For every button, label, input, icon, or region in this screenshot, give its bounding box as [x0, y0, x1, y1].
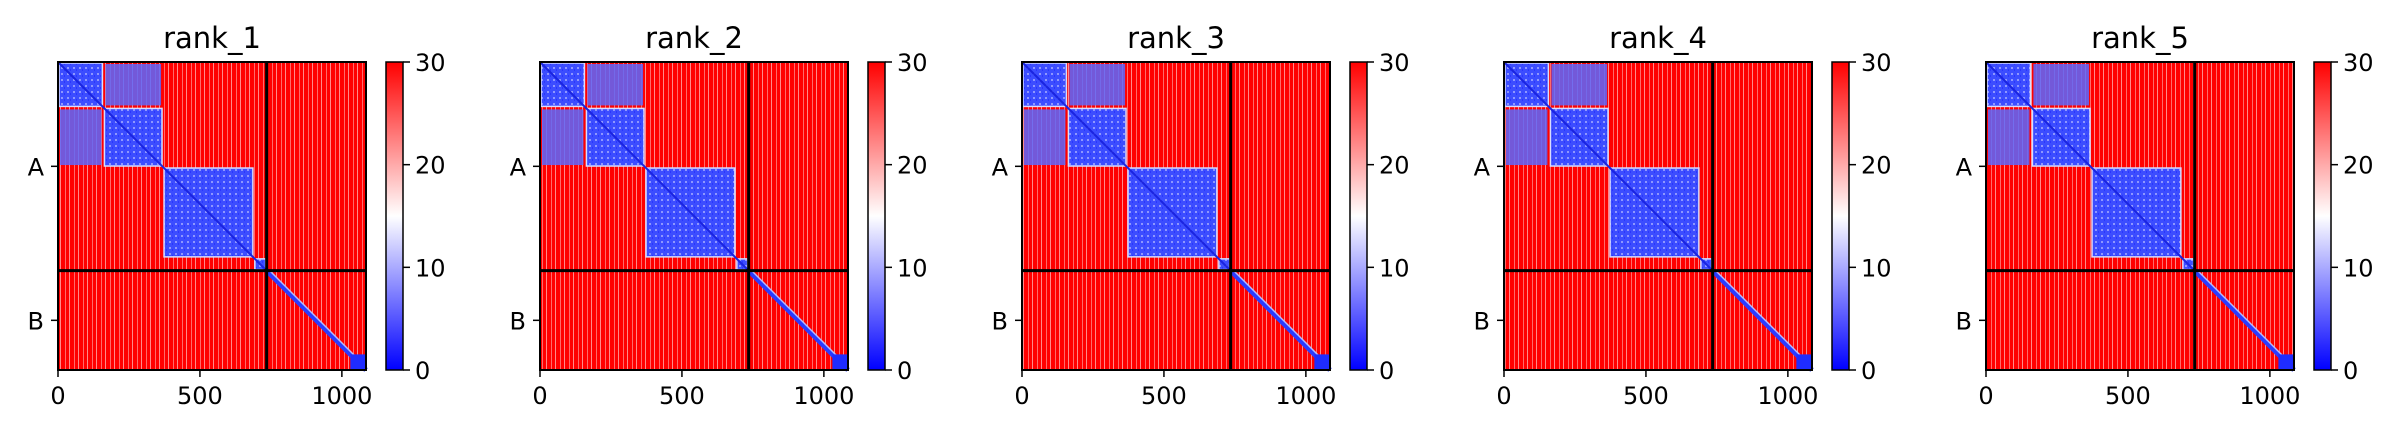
colorbar-tick-label: 10 — [897, 254, 928, 282]
x-tick-label: 0 — [1978, 382, 1993, 410]
diagonal-band — [1233, 270, 1331, 368]
diagonal-band — [751, 270, 849, 368]
y-tick-label: A — [28, 153, 45, 181]
diagonal-band — [746, 268, 850, 372]
low-error-block — [2278, 354, 2294, 370]
low-error-block — [1069, 64, 1126, 106]
panel-2: rank_2 0 500 1000 A B 0 10 20 30 — [510, 21, 928, 410]
colorbar-tick-label: 20 — [1861, 152, 1892, 180]
diagonal-band — [1228, 268, 1332, 372]
diagonal-line — [1985, 61, 2196, 272]
x-tick-label: 500 — [1623, 382, 1669, 410]
colorbar-tick-label: 10 — [1861, 254, 1892, 282]
low-error-block — [1988, 109, 2030, 166]
panel-1: rank_1 0 500 1000 A B 0 10 20 30 — [28, 21, 446, 410]
colorbar — [1349, 61, 1368, 371]
y-tick-label: B — [510, 307, 526, 335]
colorbar — [1831, 61, 1850, 371]
x-tick-label: 0 — [532, 382, 547, 410]
y-tick-label: B — [28, 307, 44, 335]
colorbar-tick-label: 30 — [415, 49, 446, 77]
low-error-block — [105, 64, 162, 106]
diagonal-line — [57, 61, 268, 272]
low-error-block — [60, 109, 102, 166]
plot-frame — [1021, 61, 1331, 371]
x-tick-label: 0 — [1496, 382, 1511, 410]
colorbar-tick-label: 20 — [415, 152, 446, 180]
diagonal-band — [2192, 268, 2296, 372]
colorbar — [867, 61, 886, 371]
colorbar-tick-label: 10 — [1379, 254, 1410, 282]
x-tick-label: 1000 — [1275, 382, 1336, 410]
x-tick-label: 1000 — [2239, 382, 2300, 410]
low-error-block — [350, 354, 366, 370]
diagonal-band — [1710, 268, 1814, 372]
low-error-block — [1024, 109, 1066, 166]
colorbar — [385, 61, 404, 371]
low-error-block — [832, 354, 848, 370]
x-tick-label: 500 — [177, 382, 223, 410]
diagonal-band — [264, 268, 368, 372]
plot-frame — [1985, 61, 2295, 371]
panel-title: rank_4 — [1609, 21, 1707, 55]
colorbar-tick-label: 20 — [1379, 152, 1410, 180]
panel-title: rank_1 — [163, 21, 261, 55]
x-tick-label: 1000 — [1757, 382, 1818, 410]
colorbar-tick-label: 0 — [2343, 357, 2358, 385]
y-tick-label: B — [1474, 307, 1490, 335]
y-tick-label: A — [992, 153, 1009, 181]
colorbar-tick-label: 0 — [415, 357, 430, 385]
y-tick-label: A — [1474, 153, 1491, 181]
x-tick-label: 1000 — [793, 382, 854, 410]
colorbar-tick-label: 20 — [2343, 152, 2374, 180]
low-error-block — [542, 109, 584, 166]
panel-title: rank_3 — [1127, 21, 1225, 55]
low-error-block — [1506, 109, 1548, 166]
x-tick-label: 1000 — [311, 382, 372, 410]
panel-5: rank_5 0 500 1000 A B 0 10 20 30 — [1956, 21, 2374, 410]
y-tick-label: A — [1956, 153, 1973, 181]
colorbar-tick-label: 30 — [1861, 49, 1892, 77]
x-tick-label: 500 — [1141, 382, 1187, 410]
x-tick-label: 0 — [1014, 382, 1029, 410]
colorbar-tick-label: 0 — [1379, 357, 1394, 385]
colorbar-tick-label: 30 — [2343, 49, 2374, 77]
low-error-block — [1796, 354, 1812, 370]
colorbar-tick-label: 30 — [897, 49, 928, 77]
colorbar-tick-label: 0 — [1861, 357, 1876, 385]
x-tick-label: 500 — [2105, 382, 2151, 410]
y-tick-label: A — [510, 153, 527, 181]
low-error-block — [2033, 64, 2090, 106]
low-error-block — [1551, 64, 1608, 106]
diagonal-band — [1715, 270, 1813, 368]
y-tick-label: B — [992, 307, 1008, 335]
diagonal-band — [269, 270, 367, 368]
panel-3: rank_3 0 500 1000 A B 0 10 20 30 — [992, 21, 1410, 410]
low-error-block — [1314, 354, 1330, 370]
colorbar-tick-label: 10 — [415, 254, 446, 282]
diagonal-line — [539, 61, 750, 272]
colorbar-tick-label: 0 — [897, 357, 912, 385]
colorbar — [2313, 61, 2332, 371]
panel-title: rank_2 — [645, 21, 743, 55]
colorbar-tick-label: 30 — [1379, 49, 1410, 77]
plot-frame — [57, 61, 367, 371]
panel-4: rank_4 0 500 1000 A B 0 10 20 30 — [1474, 21, 1892, 410]
diagonal-line — [1021, 61, 1232, 272]
y-tick-label: B — [1956, 307, 1972, 335]
plot-frame — [539, 61, 849, 371]
colorbar-tick-label: 20 — [897, 152, 928, 180]
colorbar-tick-label: 10 — [2343, 254, 2374, 282]
plot-frame — [1503, 61, 1813, 371]
x-tick-label: 0 — [50, 382, 65, 410]
low-error-block — [587, 64, 644, 106]
diagonal-line — [1503, 61, 1714, 272]
panel-title: rank_5 — [2091, 21, 2189, 55]
diagonal-band — [2197, 270, 2295, 368]
x-tick-label: 500 — [659, 382, 705, 410]
